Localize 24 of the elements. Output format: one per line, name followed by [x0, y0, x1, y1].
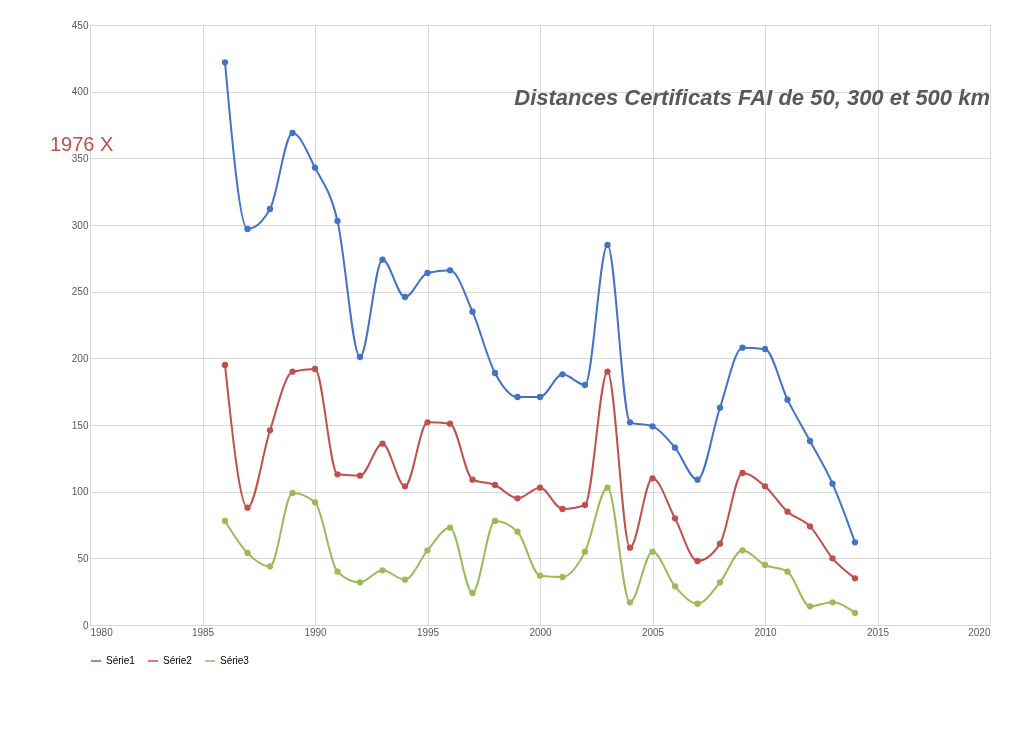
y-tick-label: 0 [82, 619, 89, 631]
legend-label: Série1 [106, 655, 136, 666]
x-tick-label: 1980 [90, 626, 114, 638]
x-tick-label: 2020 [968, 626, 991, 638]
x-tick-label: 2000 [529, 626, 553, 638]
x-tick-label: 2010 [754, 626, 778, 638]
x-tick-label: 1995 [416, 626, 440, 638]
y-tick-label: 450 [71, 19, 89, 31]
y-tick-label: 300 [71, 219, 89, 231]
y-tick-label: 200 [71, 352, 89, 364]
x-tick-label: 1985 [191, 626, 215, 638]
x-tick-label: 2005 [641, 626, 665, 638]
annotation: 1976 X [50, 133, 114, 155]
x-tick-label: 2015 [866, 626, 890, 638]
legend-label: Série2 [163, 655, 193, 666]
y-tick-label: 50 [77, 552, 89, 564]
y-tick-label: 350 [71, 152, 89, 164]
text: Distances Certificats FAI de 50, 300 et 500 km [514, 85, 990, 110]
x-tick-label: 1990 [304, 626, 328, 638]
legend-label: Série3 [220, 655, 250, 666]
y-tick-label: 250 [71, 286, 89, 298]
y-tick-label: 150 [71, 419, 89, 431]
y-tick-label: 400 [71, 86, 89, 98]
y-tick-label: 100 [71, 486, 89, 498]
